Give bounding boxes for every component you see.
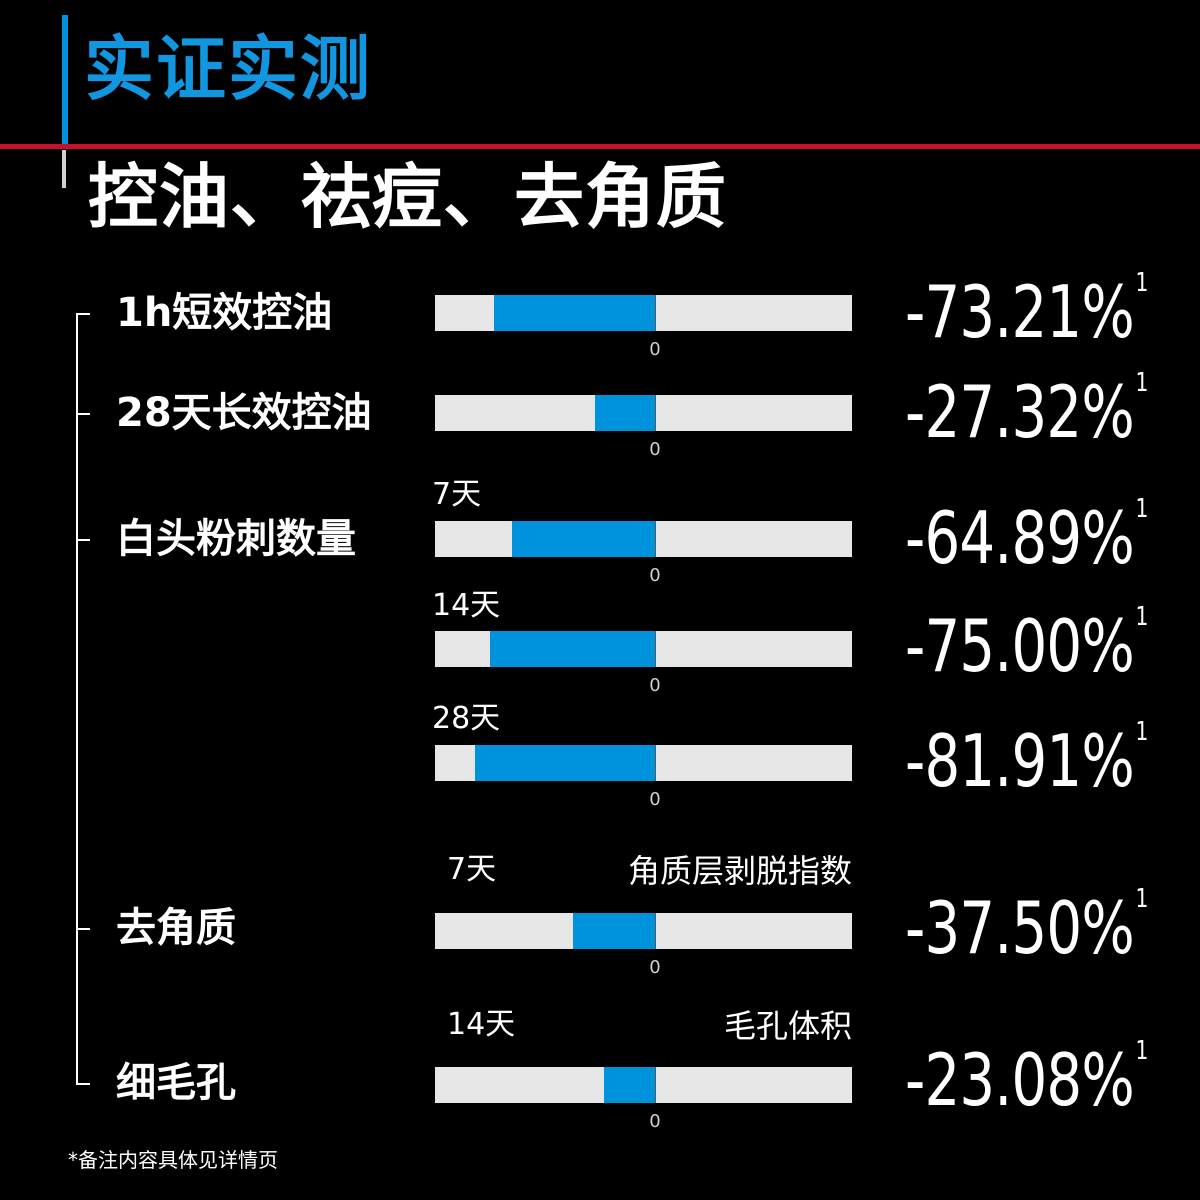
bar-fill: [474, 745, 655, 781]
bar-track: [435, 521, 852, 557]
value-label: -27.32%1: [905, 370, 1148, 448]
zero-line: [655, 295, 656, 331]
footnote: *备注内容具体见详情页: [68, 1148, 278, 1172]
metric-label: 毛孔体积: [723, 1007, 852, 1045]
zero-tick-label: 0: [649, 957, 661, 978]
category-label: 去角质: [116, 905, 236, 951]
category-label: 28天长效控油: [116, 390, 372, 436]
bar-track: [435, 913, 852, 949]
value-text: -23.08%: [905, 1038, 1135, 1122]
page-title: 实证实测: [84, 28, 372, 110]
zero-tick-label: 0: [649, 789, 661, 810]
value-label: -23.08%1: [905, 1038, 1148, 1116]
bracket-tick: [76, 413, 90, 415]
value-text: -64.89%: [905, 496, 1135, 580]
value-text: -75.00%: [905, 604, 1135, 688]
bar-fill: [594, 395, 655, 431]
footnote-marker: 1: [1135, 268, 1149, 298]
bar-fill: [512, 521, 655, 557]
bar-track: [435, 295, 852, 331]
value-text: -73.21%: [905, 270, 1135, 354]
zero-line: [655, 521, 656, 557]
page-subtitle: 控油、祛痘、去角质: [88, 156, 727, 238]
category-bracket: [76, 313, 78, 1085]
period-label: 14天: [432, 588, 501, 623]
period-label: 28天: [432, 701, 501, 736]
value-text: -81.91%: [905, 719, 1135, 803]
period-label: 7天: [432, 477, 482, 512]
value-text: -27.32%: [905, 370, 1135, 454]
value-label: -64.89%1: [905, 496, 1148, 574]
footnote-marker: 1: [1135, 884, 1149, 914]
value-label: -73.21%1: [905, 270, 1148, 348]
value-label: -37.50%1: [905, 886, 1148, 964]
bar-fill: [490, 631, 655, 667]
bracket-tick: [76, 1083, 90, 1085]
category-label: 1h短效控油: [116, 290, 333, 336]
zero-tick-label: 0: [649, 439, 661, 460]
footnote-marker: 1: [1135, 368, 1149, 398]
zero-tick-label: 0: [649, 339, 661, 360]
bar-fill: [604, 1067, 655, 1103]
zero-line: [655, 631, 656, 667]
category-label: 白头粉刺数量: [116, 516, 356, 562]
period-label: 7天: [447, 852, 497, 887]
category-label: 细毛孔: [116, 1060, 236, 1106]
zero-line: [655, 745, 656, 781]
period-label: 14天: [447, 1007, 516, 1042]
bar-fill: [572, 913, 655, 949]
value-label: -81.91%1: [905, 719, 1148, 797]
metric-label: 角质层剥脱指数: [627, 852, 852, 890]
footnote-marker: 1: [1135, 494, 1149, 524]
bar-track: [435, 631, 852, 667]
bar-fill: [493, 295, 655, 331]
value-text: -37.50%: [905, 886, 1135, 970]
bracket-tick: [76, 539, 90, 541]
footnote-marker: 1: [1135, 602, 1149, 632]
zero-tick-label: 0: [649, 1111, 661, 1132]
footnote-marker: 1: [1135, 717, 1149, 747]
title-accent-tick: [62, 150, 66, 188]
zero-line: [655, 1067, 656, 1103]
header-divider: [0, 144, 1200, 149]
value-label: -75.00%1: [905, 604, 1148, 682]
bar-track: [435, 745, 852, 781]
title-accent-bar: [62, 15, 68, 145]
footnote-marker: 1: [1135, 1036, 1149, 1066]
bracket-tick: [76, 313, 90, 315]
zero-tick-label: 0: [649, 565, 661, 586]
bracket-tick: [76, 928, 90, 930]
bar-track: [435, 395, 852, 431]
zero-tick-label: 0: [649, 675, 661, 696]
zero-line: [655, 913, 656, 949]
bar-track: [435, 1067, 852, 1103]
zero-line: [655, 395, 656, 431]
